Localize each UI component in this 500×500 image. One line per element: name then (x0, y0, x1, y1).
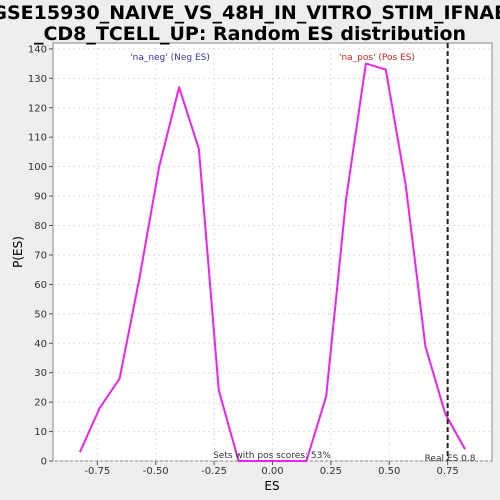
x-tick-label: 0.75 (437, 466, 459, 477)
x-axis-ticks: -0.75 -0.50 -0.25 0.00 0.25 0.50 0.75 (84, 461, 458, 477)
y-tick-label: 50 (34, 309, 47, 320)
y-tick-label: 30 (34, 368, 47, 379)
y-axis-ticks: 0 10 20 30 40 50 60 70 80 90 100 110 120 130 140 (28, 44, 53, 467)
chart-title-line1: GSE15930_NAIVE_VS_48H_IN_VITRO_STIM_IFNA… (0, 2, 500, 24)
x-tick-label: -0.75 (84, 466, 110, 477)
y-tick-label: 70 (34, 250, 47, 261)
y-tick-label: 140 (28, 44, 47, 55)
y-tick-label: 90 (34, 192, 47, 203)
x-tick-label: 0.00 (261, 466, 283, 477)
y-axis-label: P(ES) (11, 236, 25, 268)
y-tick-label: 120 (28, 103, 47, 114)
x-tick-label: -0.50 (143, 466, 169, 477)
y-tick-label: 80 (34, 221, 47, 232)
pos-es-label: 'na_pos' (Pos ES) (339, 53, 415, 63)
y-tick-label: 40 (34, 339, 47, 350)
x-tick-label: 0.50 (378, 466, 400, 477)
pos-scores-annotation: Sets with pos scores: 53% (213, 451, 331, 461)
neg-es-label: 'na_neg' (Neg ES) (130, 53, 210, 63)
real-es-label: Real ES 0.8 (425, 454, 476, 464)
y-tick-label: 100 (28, 162, 47, 173)
x-tick-label: 0.25 (320, 466, 342, 477)
y-tick-label: 130 (28, 74, 47, 85)
chart-title-line2: _CD8_TCELL_UP: Random ES distribution (34, 23, 466, 45)
y-tick-label: 110 (28, 133, 47, 144)
x-axis-label: ES (264, 479, 279, 493)
y-tick-label: 0 (41, 457, 47, 468)
y-tick-label: 60 (34, 280, 47, 291)
y-tick-label: 20 (34, 398, 47, 409)
x-tick-label: -0.25 (201, 466, 227, 477)
y-tick-label: 10 (34, 427, 47, 438)
